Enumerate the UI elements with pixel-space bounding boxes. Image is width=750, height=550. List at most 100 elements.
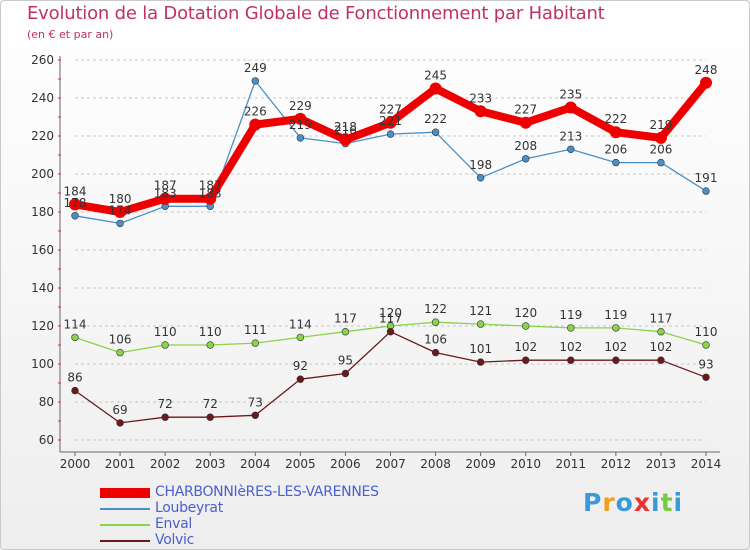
data-point-loubeyrat bbox=[386, 130, 395, 138]
data-point-charbonni-res-les-varennes bbox=[564, 101, 577, 114]
data-point-volvic bbox=[567, 356, 575, 364]
data-label-volvic: 72 bbox=[203, 397, 218, 411]
data-point-charbonni-res-les-varennes bbox=[69, 198, 81, 211]
data-point-charbonni-res-les-varennes bbox=[700, 76, 712, 89]
data-label-loubeyrat: 208 bbox=[514, 139, 537, 153]
data-label-volvic: 102 bbox=[559, 340, 582, 354]
data-label-charbonni-res-les-varennes: 227 bbox=[514, 103, 537, 117]
y-tick-label: 140 bbox=[31, 281, 54, 295]
data-label-volvic: 102 bbox=[514, 340, 537, 354]
logo-letter: i bbox=[651, 488, 661, 517]
data-point-charbonni-res-les-varennes bbox=[294, 112, 307, 125]
data-label-charbonni-res-les-varennes: 187 bbox=[199, 179, 222, 193]
data-point-charbonni-res-les-varennes bbox=[609, 126, 622, 139]
data-point-enval bbox=[296, 333, 305, 342]
y-tick-label: 180 bbox=[31, 205, 54, 219]
data-label-charbonni-res-les-varennes: 245 bbox=[424, 69, 447, 83]
data-label-loubeyrat: 191 bbox=[695, 171, 718, 185]
data-point-loubeyrat bbox=[702, 187, 710, 195]
data-point-enval bbox=[612, 324, 620, 332]
data-label-enval: 119 bbox=[604, 308, 627, 322]
x-tick-label: 2014 bbox=[691, 457, 722, 471]
data-label-loubeyrat: 219 bbox=[289, 118, 312, 132]
data-point-volvic bbox=[476, 358, 485, 366]
proxiti-logo: Proxiti bbox=[583, 488, 683, 517]
data-point-loubeyrat bbox=[296, 134, 305, 142]
data-point-enval bbox=[522, 322, 530, 330]
data-label-charbonni-res-les-varennes: 184 bbox=[64, 184, 87, 198]
data-point-volvic bbox=[657, 356, 665, 364]
data-point-enval bbox=[341, 328, 350, 336]
data-point-charbonni-res-les-varennes bbox=[519, 116, 532, 129]
data-point-volvic bbox=[116, 419, 124, 427]
x-tick-label: 2010 bbox=[510, 457, 541, 471]
data-point-volvic bbox=[251, 411, 259, 419]
data-point-volvic bbox=[702, 373, 710, 381]
data-point-charbonni-res-les-varennes bbox=[384, 116, 397, 129]
data-point-loubeyrat bbox=[116, 219, 124, 228]
data-label-enval: 119 bbox=[559, 308, 582, 322]
data-label-charbonni-res-les-varennes: 226 bbox=[244, 105, 267, 119]
legend-swatch-charbonnieres bbox=[100, 488, 150, 498]
x-tick-label: 2007 bbox=[375, 457, 406, 471]
legend-item-loubeyrat: Loubeyrat bbox=[100, 500, 430, 518]
y-tick-label: 220 bbox=[31, 129, 54, 143]
data-point-volvic bbox=[522, 356, 530, 364]
data-label-enval: 120 bbox=[514, 306, 537, 320]
legend-swatch-enval bbox=[100, 524, 150, 526]
x-tick-label: 2001 bbox=[105, 457, 136, 471]
chart-legend: CHARBONNIèRES-LES-VARENNES Loubeyrat Env… bbox=[100, 484, 430, 550]
data-label-loubeyrat: 206 bbox=[604, 143, 627, 157]
data-point-enval bbox=[71, 333, 79, 342]
data-label-volvic: 73 bbox=[248, 395, 263, 409]
data-label-loubeyrat: 249 bbox=[244, 61, 267, 75]
x-tick-label: 2006 bbox=[330, 457, 361, 471]
chart-subtitle: (en € et par an) bbox=[27, 28, 114, 41]
data-label-enval: 114 bbox=[289, 317, 312, 331]
x-tick-label: 2004 bbox=[240, 457, 271, 471]
data-point-enval bbox=[206, 341, 214, 349]
data-label-loubeyrat: 221 bbox=[379, 114, 402, 128]
logo-letter: i bbox=[673, 488, 684, 517]
y-tick-label: 120 bbox=[31, 319, 54, 333]
data-point-charbonni-res-les-varennes bbox=[159, 192, 172, 205]
data-point-volvic bbox=[206, 413, 214, 421]
data-point-volvic bbox=[386, 328, 395, 336]
x-tick-label: 2008 bbox=[420, 457, 451, 471]
data-label-charbonni-res-les-varennes: 222 bbox=[604, 112, 627, 126]
logo-letter: t bbox=[660, 488, 674, 517]
x-tick-label: 2003 bbox=[195, 457, 226, 471]
data-point-charbonni-res-les-varennes bbox=[114, 206, 127, 218]
data-label-loubeyrat: 183 bbox=[154, 186, 177, 200]
data-label-enval: 114 bbox=[64, 317, 87, 331]
data-label-volvic: 95 bbox=[338, 354, 353, 368]
data-label-enval: 117 bbox=[649, 312, 672, 326]
data-label-volvic: 102 bbox=[604, 340, 627, 354]
logo-letter: x bbox=[633, 488, 651, 517]
legend-swatch-loubeyrat bbox=[100, 508, 150, 510]
data-point-volvic bbox=[341, 369, 350, 378]
data-point-enval bbox=[251, 339, 259, 347]
data-point-loubeyrat bbox=[71, 212, 79, 220]
data-point-charbonni-res-les-varennes bbox=[429, 82, 442, 95]
y-tick-label: 80 bbox=[39, 395, 54, 409]
data-point-charbonni-res-les-varennes bbox=[249, 118, 262, 131]
data-point-enval bbox=[567, 324, 575, 332]
data-label-charbonni-res-les-varennes: 180 bbox=[109, 192, 132, 206]
legend-label-loubeyrat: Loubeyrat bbox=[155, 500, 223, 516]
logo-letter: o bbox=[615, 488, 634, 517]
data-point-volvic bbox=[612, 356, 620, 364]
data-point-enval bbox=[161, 341, 169, 349]
x-tick-label: 2011 bbox=[556, 457, 587, 471]
x-tick-label: 2005 bbox=[285, 457, 316, 471]
data-point-enval bbox=[657, 328, 665, 336]
data-point-loubeyrat bbox=[612, 158, 620, 167]
data-label-loubeyrat: 206 bbox=[649, 143, 672, 157]
legend-item-charbonnieres: CHARBONNIèRES-LES-VARENNES bbox=[100, 484, 430, 502]
y-tick-label: 60 bbox=[39, 433, 54, 447]
data-point-charbonni-res-les-varennes bbox=[339, 133, 352, 146]
data-point-charbonni-res-les-varennes bbox=[654, 131, 667, 144]
data-label-volvic: 106 bbox=[424, 333, 447, 347]
y-tick-label: 260 bbox=[31, 53, 54, 67]
data-point-loubeyrat bbox=[567, 145, 575, 154]
